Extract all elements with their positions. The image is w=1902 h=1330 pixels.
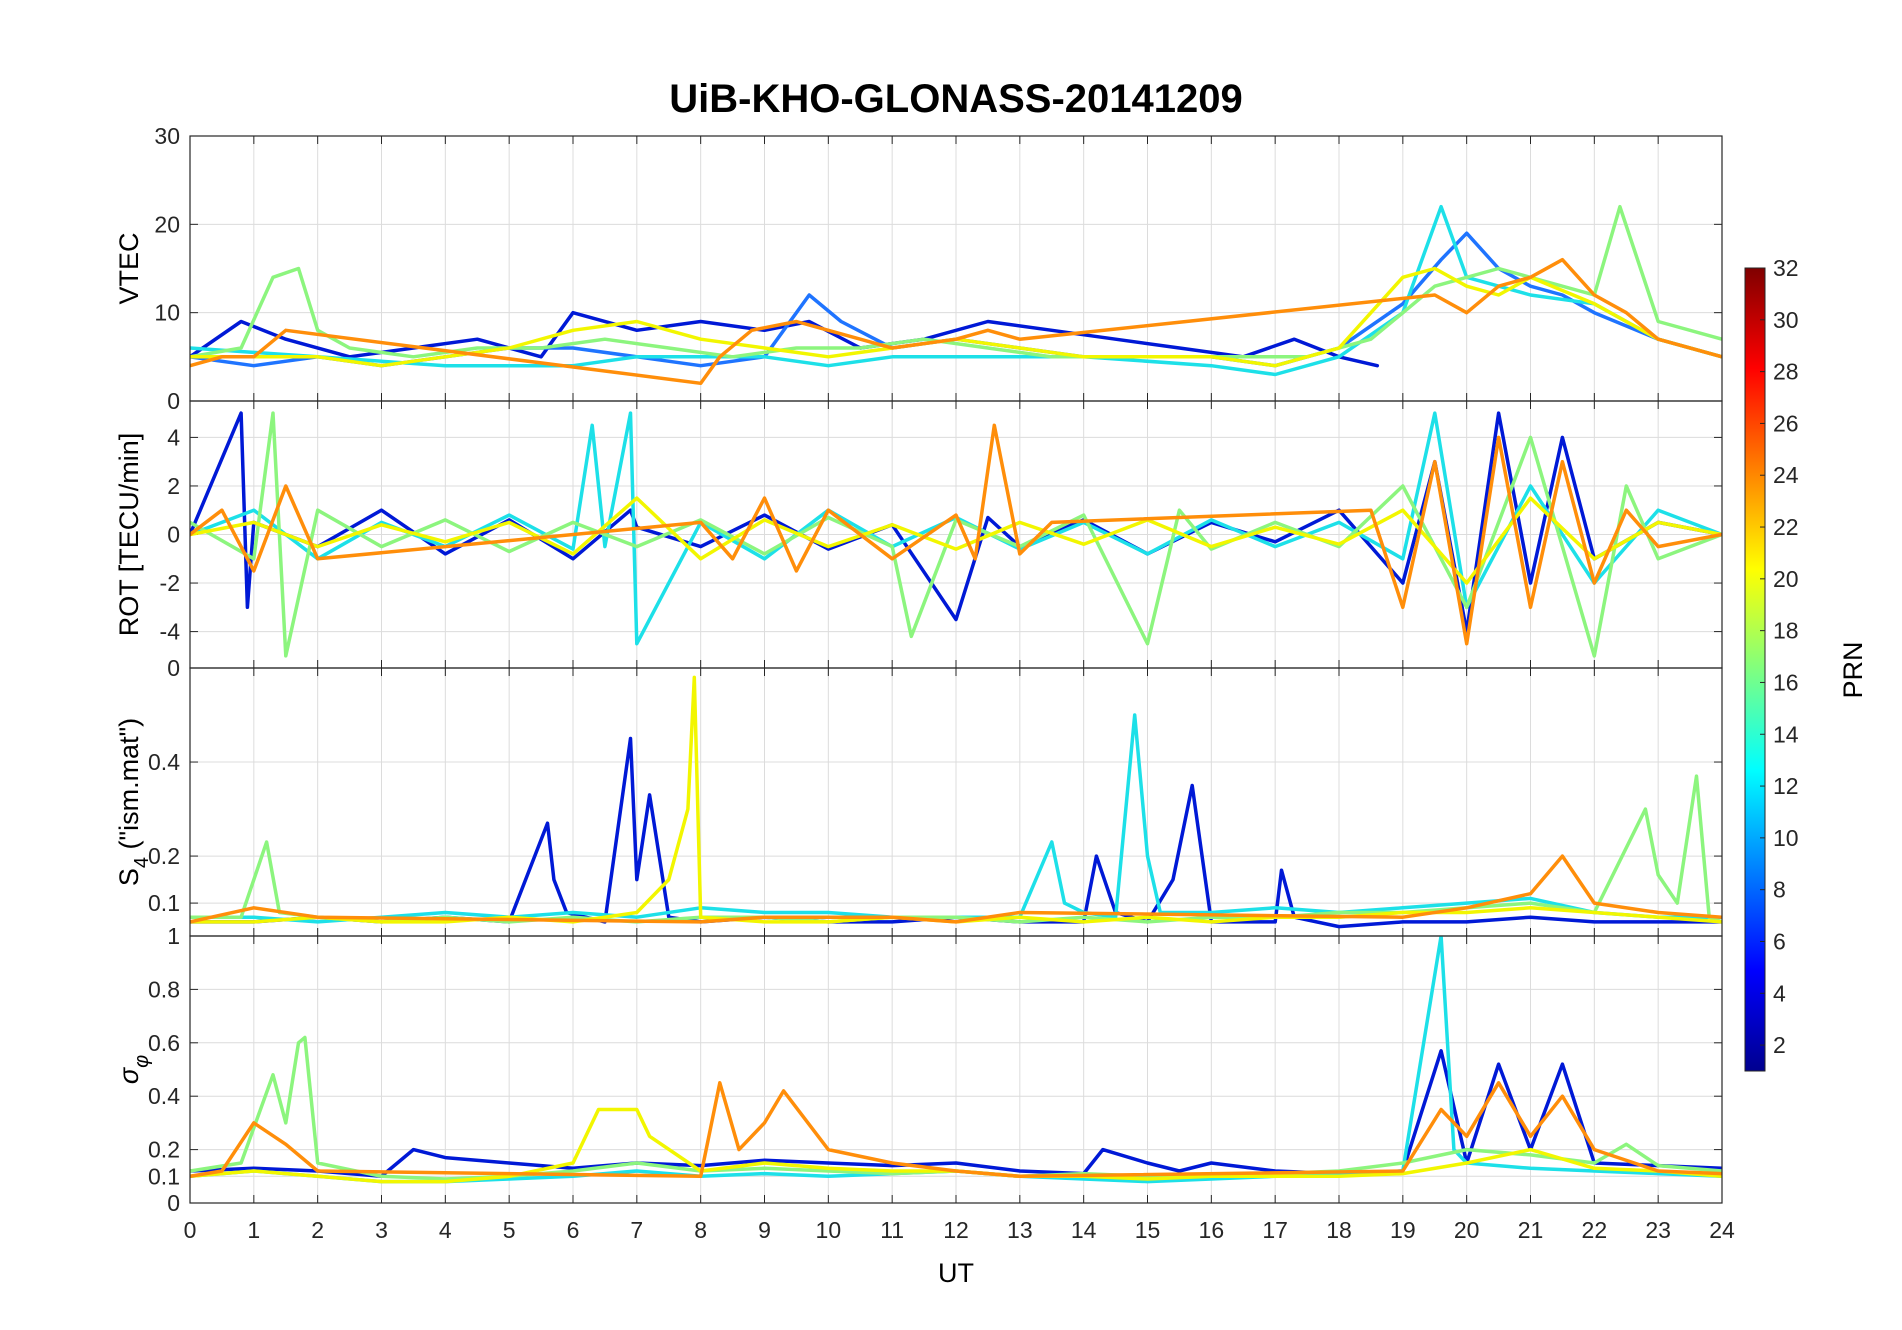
y-tick-label: 0	[167, 522, 180, 548]
x-tick-label: 23	[1645, 1217, 1671, 1243]
colorbar-tick-label: 8	[1773, 877, 1786, 903]
colorbar-gradient	[1745, 268, 1765, 1071]
y-axis-title-s4: S4 ("ism.mat")	[114, 718, 153, 886]
colorbar-tick-label: 26	[1773, 410, 1799, 436]
colorbar-tick-label: 10	[1773, 825, 1799, 851]
colorbar-frame	[1744, 267, 1766, 1072]
y-axis-title-rest: ("ism.mat")	[114, 718, 144, 857]
x-tick-label: 5	[503, 1217, 516, 1243]
x-tick-label: 18	[1326, 1217, 1352, 1243]
colorbar-tick-label: 18	[1773, 618, 1799, 644]
x-tick-label: 4	[439, 1217, 452, 1243]
panel-rot: -4 -2 0 2 4 ROT [TECU/min]	[114, 400, 1723, 669]
x-tick-label: 1	[247, 1217, 260, 1243]
x-tick-label: 24	[1709, 1217, 1735, 1243]
series-line-prn-20	[190, 266, 1722, 368]
y-tick-label: 30	[154, 123, 180, 149]
colorbar-tick-label: 16	[1773, 669, 1799, 695]
colorbar-tick-label: 14	[1773, 721, 1799, 747]
y-axis-title-sigma: σφ	[114, 1055, 153, 1084]
y-tick-label: 0	[167, 1190, 180, 1216]
colorbar-tick-label: 12	[1773, 773, 1799, 799]
x-tick-label: 17	[1262, 1217, 1288, 1243]
x-tick-label: 7	[630, 1217, 643, 1243]
x-tick-label: 12	[943, 1217, 969, 1243]
y-tick-label: 0	[167, 388, 180, 414]
panel-frame	[189, 935, 1723, 1204]
series-line-prn-23	[190, 854, 1722, 924]
series-line-prn-23	[190, 423, 1722, 646]
y-tick-label: 0.2	[148, 843, 180, 869]
x-tick-label: 9	[758, 1217, 771, 1243]
x-tick-label: 21	[1518, 1217, 1544, 1243]
y-tick-label: 0.8	[148, 976, 180, 1002]
y-axis-title-sub: φ	[131, 1055, 153, 1068]
x-tick-label: 20	[1454, 1217, 1480, 1243]
y-tick-label: -4	[160, 619, 181, 645]
x-tick-label: 16	[1199, 1217, 1225, 1243]
x-tick-label: 19	[1390, 1217, 1416, 1243]
colorbar-tick-label: 2	[1773, 1032, 1786, 1058]
y-tick-label: 20	[154, 211, 180, 237]
x-tick-label: 2	[311, 1217, 324, 1243]
colorbar-tick-label: 24	[1773, 462, 1799, 488]
colorbar-tick-label: 32	[1773, 255, 1799, 281]
series-line-prn-20	[190, 1107, 1722, 1184]
y-tick-label: 0.1	[148, 890, 180, 916]
x-tick-label: 0	[184, 1217, 197, 1243]
series-line-prn-16	[190, 204, 1722, 359]
series-line-prn-23	[190, 257, 1722, 386]
x-axis-title: UT	[938, 1258, 974, 1288]
x-tick-label: 11	[880, 1217, 904, 1243]
colorbar-tick-label: 30	[1773, 307, 1799, 333]
panel-s4: 0.1 0.2 0.4 0 S4 ("ism.mat")	[114, 655, 1723, 937]
y-tick-label: -2	[160, 570, 180, 596]
colorbar-tick-label: 4	[1773, 980, 1786, 1006]
colorbar-label: PRN	[1838, 641, 1868, 698]
series-line-prn-3	[190, 411, 1722, 634]
x-tick-label: 15	[1135, 1217, 1161, 1243]
x-tick-label: 10	[816, 1217, 842, 1243]
y-tick-label: 0.4	[148, 1083, 180, 1109]
panel-sigma: 00.10.2 0.4 0.6 0.8 1 σφ	[114, 923, 1723, 1216]
chart-title: UiB-KHO-GLONASS-20141209	[669, 77, 1243, 121]
y-tick-label: 10	[154, 300, 180, 326]
y-tick-label: 0.6	[148, 1030, 180, 1056]
series-group	[190, 411, 1722, 658]
x-tick-label: 22	[1582, 1217, 1608, 1243]
y-tick-label: 0.1	[148, 1163, 180, 1189]
y-tick-label-top: 0	[167, 655, 180, 681]
x-tick-label: 14	[1071, 1217, 1097, 1243]
series-group	[190, 204, 1722, 386]
series-line-prn-23	[190, 1081, 1722, 1179]
colorbar-tick-label: 20	[1773, 566, 1799, 592]
series-line-prn-20	[190, 496, 1722, 585]
panel-vtec: 0 10 20 30 VTEC	[114, 123, 1723, 414]
y-axis-title-rot: ROT [TECU/min]	[114, 433, 144, 637]
colorbar-tick-label: 6	[1773, 928, 1786, 954]
y-tick-label: 1	[167, 923, 180, 949]
x-tick-label: 8	[694, 1217, 707, 1243]
x-tick-label: 6	[567, 1217, 580, 1243]
colorbar-tick-label: 22	[1773, 514, 1799, 540]
series-group	[190, 675, 1722, 929]
x-tick-label: 3	[375, 1217, 388, 1243]
colorbar-tick-label: 28	[1773, 359, 1799, 385]
y-tick-label: 4	[167, 424, 180, 450]
y-axis-title-vtec: VTEC	[114, 232, 144, 304]
y-tick-label: 0.4	[148, 749, 180, 775]
y-axis-title-sub: 4	[131, 857, 153, 868]
y-axis-title-main: σ	[114, 1066, 144, 1084]
x-tick-label: 13	[1007, 1217, 1033, 1243]
series-group	[190, 936, 1722, 1184]
y-axis-title-main: S	[114, 868, 144, 886]
series-line-prn-16	[190, 1035, 1722, 1181]
y-tick-label: 0.2	[148, 1137, 180, 1163]
y-tick-label: 2	[167, 473, 180, 499]
